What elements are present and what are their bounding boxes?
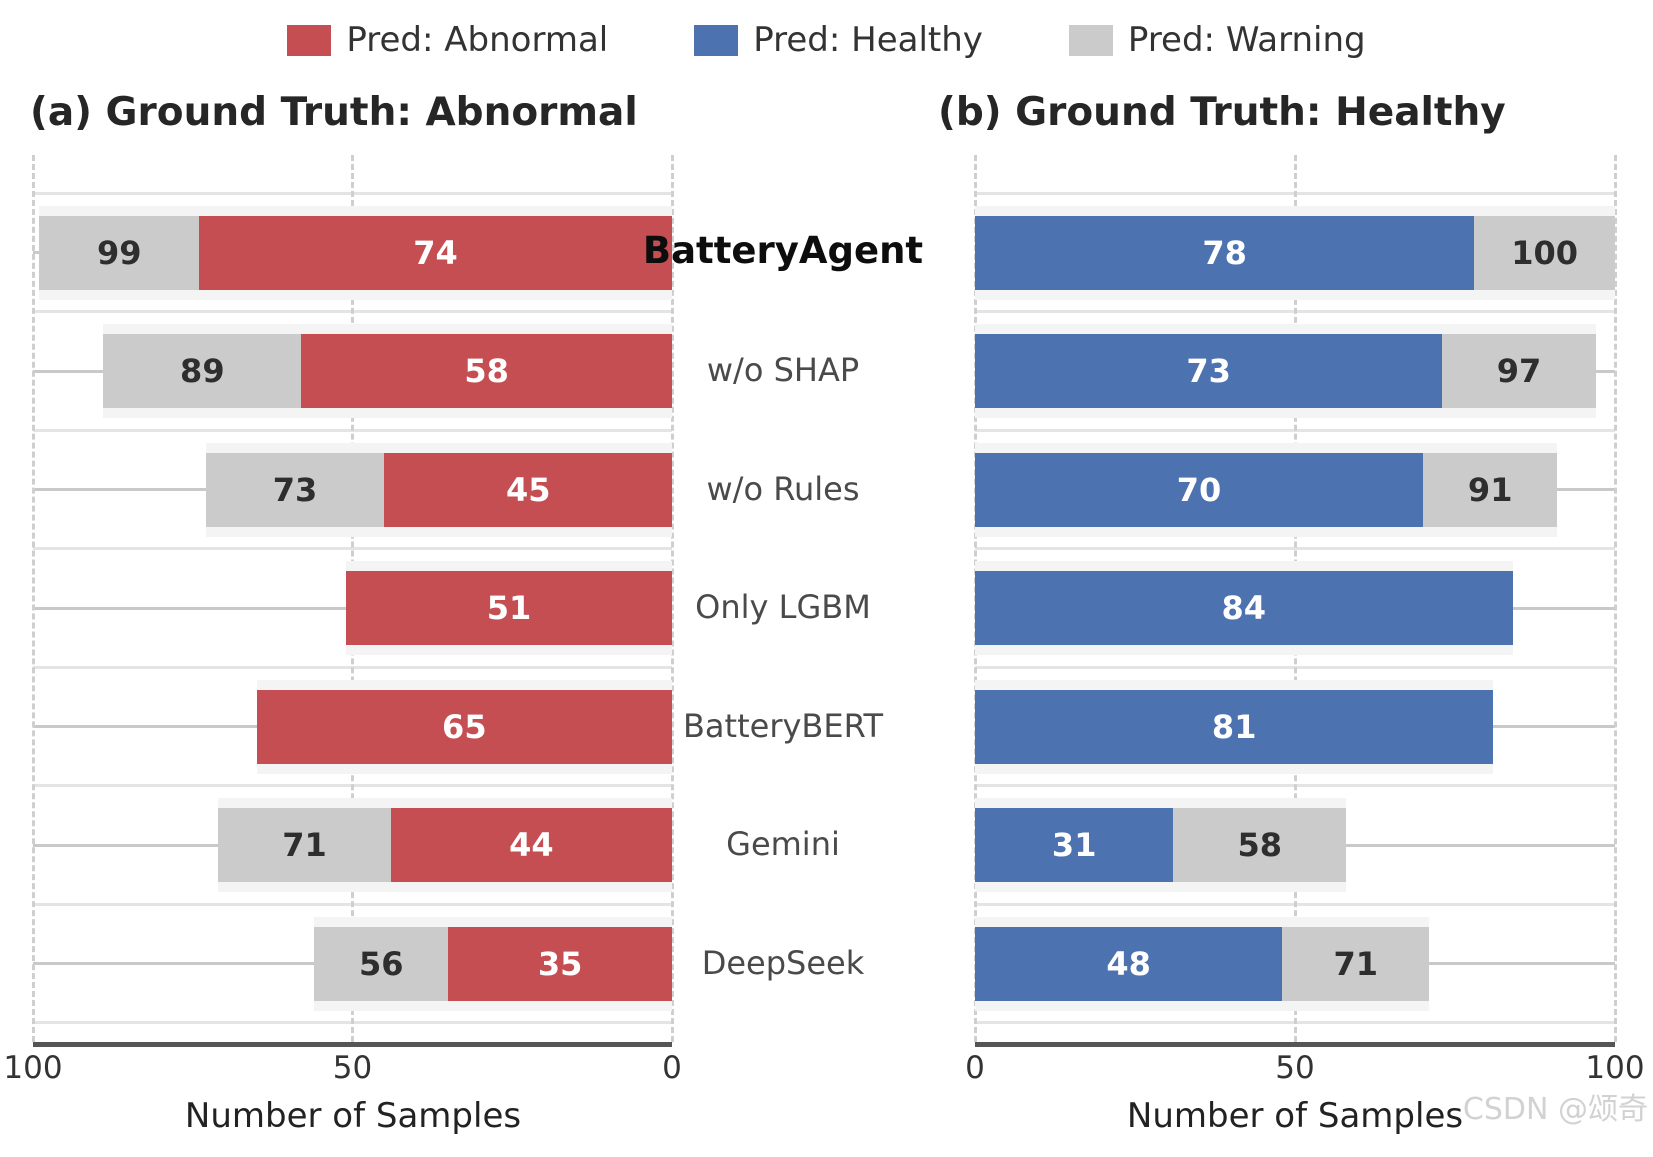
bar-value-label: 51	[486, 589, 532, 627]
bar-segment-warning: 58	[1173, 808, 1347, 882]
bar-value-label: 81	[1211, 707, 1257, 746]
bar-segment-healthy: 84	[975, 571, 1513, 645]
category-label-deepseek: DeepSeek	[701, 943, 865, 982]
warning-total-label: 58	[1237, 826, 1283, 864]
x-tick-label: 100	[1585, 1050, 1645, 1086]
x-tick-label: 50	[1275, 1050, 1315, 1086]
watermark: CSDN @颂奇	[1462, 1092, 1648, 1127]
bar-segment-abnormal: 74	[199, 215, 672, 290]
grid-line-x-0	[670, 155, 674, 1042]
warning-total-label: 56	[358, 944, 404, 983]
bar-value-label: 44	[509, 826, 554, 864]
x-axis-spine	[33, 1042, 672, 1047]
x-tick-label: 0	[662, 1050, 682, 1086]
bar-value-label: 31	[1051, 826, 1097, 864]
bar-segment-warning: 91	[1423, 452, 1558, 527]
bar-value-label: 70	[1176, 470, 1222, 509]
bar-segment-warning: 99	[39, 215, 200, 290]
bar-value-label: 65	[442, 707, 487, 746]
bar-segment-warning: 71	[218, 808, 391, 882]
legend-swatch-healthy-icon	[694, 24, 739, 56]
bar-segment-abnormal: 65	[256, 689, 672, 764]
bar-value-label: 73	[1186, 352, 1231, 390]
category-label-gemini: Gemini	[726, 825, 840, 863]
legend-item-pred-warning: Pred: Warning	[1068, 20, 1366, 60]
x-tick-label: 100	[3, 1050, 63, 1086]
legend-item-pred-healthy: Pred: Healthy	[694, 23, 983, 57]
panel-a-xaxis-label: Number of Samples	[184, 1096, 522, 1136]
grid-line-x-100	[31, 155, 35, 1042]
bar-value-label: 84	[1221, 589, 1267, 627]
bar-value-label: 48	[1106, 944, 1151, 983]
warning-total-label: 91	[1467, 470, 1513, 509]
panel-b-xaxis-label: Number of Samples	[1126, 1096, 1464, 1136]
legend-item-pred-abnormal: Pred: Abnormal	[287, 23, 608, 57]
bar-segment-abnormal: 44	[390, 808, 672, 882]
bar-value-label: 78	[1202, 233, 1247, 272]
bar-segment-healthy: 81	[975, 689, 1494, 764]
bar-segment-abnormal: 35	[448, 926, 672, 1001]
warning-total-label: 71	[1333, 944, 1379, 983]
category-label-only-lgbm: Only LGBM	[695, 588, 871, 626]
bar-segment-warning: 100	[1474, 215, 1615, 290]
legend: Pred: Abnormal Pred: Healthy Pred: Warni…	[0, 16, 1653, 64]
bar-segment-healthy: 78	[975, 215, 1475, 290]
bar-segment-warning: 97	[1442, 334, 1596, 408]
legend-label-healthy: Pred: Healthy	[753, 20, 983, 60]
bar-value-label: 45	[505, 470, 551, 509]
x-tick-label: 0	[965, 1050, 985, 1086]
bar-segment-abnormal: 45	[384, 452, 672, 527]
warning-total-label: 100	[1511, 233, 1578, 272]
bar-value-label: 74	[413, 233, 458, 272]
panel-b-title: (b) Ground Truth: Healthy	[938, 90, 1506, 135]
bar-segment-abnormal: 58	[301, 334, 672, 408]
category-label-w-o-rules: w/o Rules	[706, 469, 860, 508]
category-label-batterybert: BatteryBERT	[682, 706, 884, 745]
bar-value-label: 58	[464, 352, 509, 390]
warning-total-label: 89	[180, 352, 225, 390]
bar-segment-healthy: 70	[975, 452, 1423, 527]
warning-total-label: 99	[96, 233, 142, 272]
warning-total-label: 73	[272, 470, 318, 509]
warning-total-label: 97	[1496, 352, 1542, 390]
grid-line-x-100	[1613, 155, 1617, 1042]
category-label-w-o-shap: w/o SHAP	[706, 351, 860, 389]
bar-segment-warning: 89	[103, 334, 302, 408]
warning-total-label: 71	[282, 826, 327, 864]
bar-segment-abnormal: 51	[346, 571, 672, 645]
legend-swatch-warning-icon	[1068, 24, 1113, 56]
legend-label-warning: Pred: Warning	[1127, 20, 1366, 60]
bar-segment-healthy: 73	[975, 334, 1443, 408]
category-label-batteryagent: BatteryAgent	[642, 228, 924, 272]
legend-swatch-abnormal-icon	[287, 24, 332, 56]
bar-segment-warning: 73	[205, 452, 385, 527]
bar-segment-warning: 56	[314, 926, 449, 1001]
legend-label-abnormal: Pred: Abnormal	[346, 20, 609, 60]
x-tick-label: 50	[332, 1050, 373, 1086]
x-axis-spine	[975, 1042, 1615, 1047]
bar-value-label: 35	[537, 944, 583, 983]
bar-segment-warning: 71	[1282, 926, 1430, 1001]
bar-segment-healthy: 31	[975, 808, 1174, 882]
bar-segment-healthy: 48	[975, 926, 1283, 1001]
panel-a-title: (a) Ground Truth: Abnormal	[30, 90, 638, 135]
